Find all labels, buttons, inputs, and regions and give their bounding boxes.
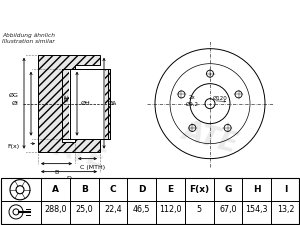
Text: G: G [224,185,232,194]
Text: E: E [167,185,174,194]
Text: 46,5: 46,5 [133,205,151,214]
Text: 288,0: 288,0 [44,205,67,214]
Text: 5: 5 [197,205,202,214]
Text: D: D [67,176,71,181]
Text: H: H [253,185,261,194]
Text: ATE: ATE [179,117,241,159]
Text: 112,0: 112,0 [159,205,182,214]
Text: F(x): F(x) [8,144,20,149]
Text: B: B [81,185,88,194]
Text: 24.0325-0110.1    525110: 24.0325-0110.1 525110 [55,8,245,21]
Text: Ø9,2: Ø9,2 [185,102,199,107]
Text: 13,2: 13,2 [277,205,294,214]
Text: 2x: 2x [189,95,195,100]
Text: Ø120: Ø120 [213,96,228,101]
Text: A: A [52,185,59,194]
Text: 22,4: 22,4 [104,205,122,214]
Text: C (MTH): C (MTH) [80,165,105,170]
Bar [69,69,105,139]
Text: F(x): F(x) [189,185,209,194]
Text: ØI: ØI [12,101,19,106]
Text: 67,0: 67,0 [219,205,237,214]
Text: ØA: ØA [108,101,117,106]
Text: D: D [138,185,146,194]
Text: 25,0: 25,0 [75,205,93,214]
Text: ATE: ATE [52,135,108,172]
Text: Illustration similar: Illustration similar [2,39,55,44]
Polygon shape [38,55,100,152]
Text: C: C [110,185,116,194]
Text: ØH: ØH [81,101,91,106]
Text: 154,3: 154,3 [246,205,268,214]
Text: ØG: ØG [9,93,19,98]
Polygon shape [62,69,110,139]
Text: Abbildung ähnlich: Abbildung ähnlich [2,33,55,38]
Text: ØE: ØE [65,94,70,101]
Text: I: I [284,185,287,194]
Text: B: B [54,170,58,175]
